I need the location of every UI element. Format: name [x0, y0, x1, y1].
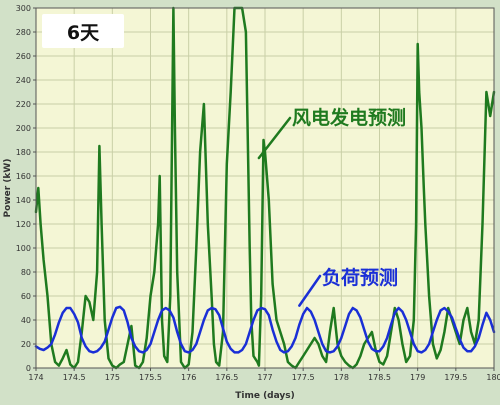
y-tick-label: 40 — [21, 316, 31, 325]
y-tick-label: 20 — [21, 340, 31, 349]
x-tick-label: 179.5 — [444, 373, 467, 382]
y-tick-label: 220 — [16, 100, 31, 109]
x-tick-label: 177.5 — [292, 373, 315, 382]
x-tick-label: 178 — [334, 373, 349, 382]
y-tick-label: 300 — [16, 4, 31, 13]
x-tick-label: 175 — [105, 373, 120, 382]
y-tick-label: 240 — [16, 76, 31, 85]
day-badge: 6天 — [42, 14, 124, 48]
series-label-load: 负荷预测 — [322, 267, 399, 289]
x-tick-label: 174 — [28, 373, 43, 382]
x-tick-label: 174.5 — [63, 373, 86, 382]
series-line-load — [34, 305, 496, 354]
x-tick-label: 179 — [410, 373, 425, 382]
x-tick-label: 178.5 — [368, 373, 391, 382]
series-label-wind: 风电发电预测 — [292, 107, 407, 129]
x-tick-label: 175.5 — [139, 373, 162, 382]
y-tick-label: 160 — [16, 172, 31, 181]
y-tick-label: 80 — [21, 268, 31, 277]
pointer-wind — [257, 116, 292, 160]
y-tick-label: 60 — [21, 292, 31, 301]
y-tick-label: 120 — [16, 220, 31, 229]
tick-layer: 174 174.5 175 175.5 176 176.5 177 177.5 178 178.5… — [16, 4, 500, 382]
x-tick-label: 180 — [486, 373, 500, 382]
y-tick-label: 0 — [26, 364, 31, 373]
x-tick-label: 177 — [257, 373, 272, 382]
y-tick-label: 280 — [16, 28, 31, 37]
series-layer — [34, 6, 496, 370]
pointer-load — [298, 274, 322, 307]
y-tick-label: 140 — [16, 196, 31, 205]
x-axis-title: Time (days) — [235, 391, 295, 401]
x-tick-label: 176 — [181, 373, 196, 382]
series-line-wind — [34, 6, 496, 370]
x-tick-label: 176.5 — [215, 373, 238, 382]
y-tick-label: 180 — [16, 148, 31, 157]
y-axis-title: Power (kW) — [3, 159, 13, 218]
y-tick-label: 200 — [16, 124, 31, 133]
y-tick-label: 260 — [16, 52, 31, 61]
y-tick-label: 100 — [16, 244, 31, 253]
